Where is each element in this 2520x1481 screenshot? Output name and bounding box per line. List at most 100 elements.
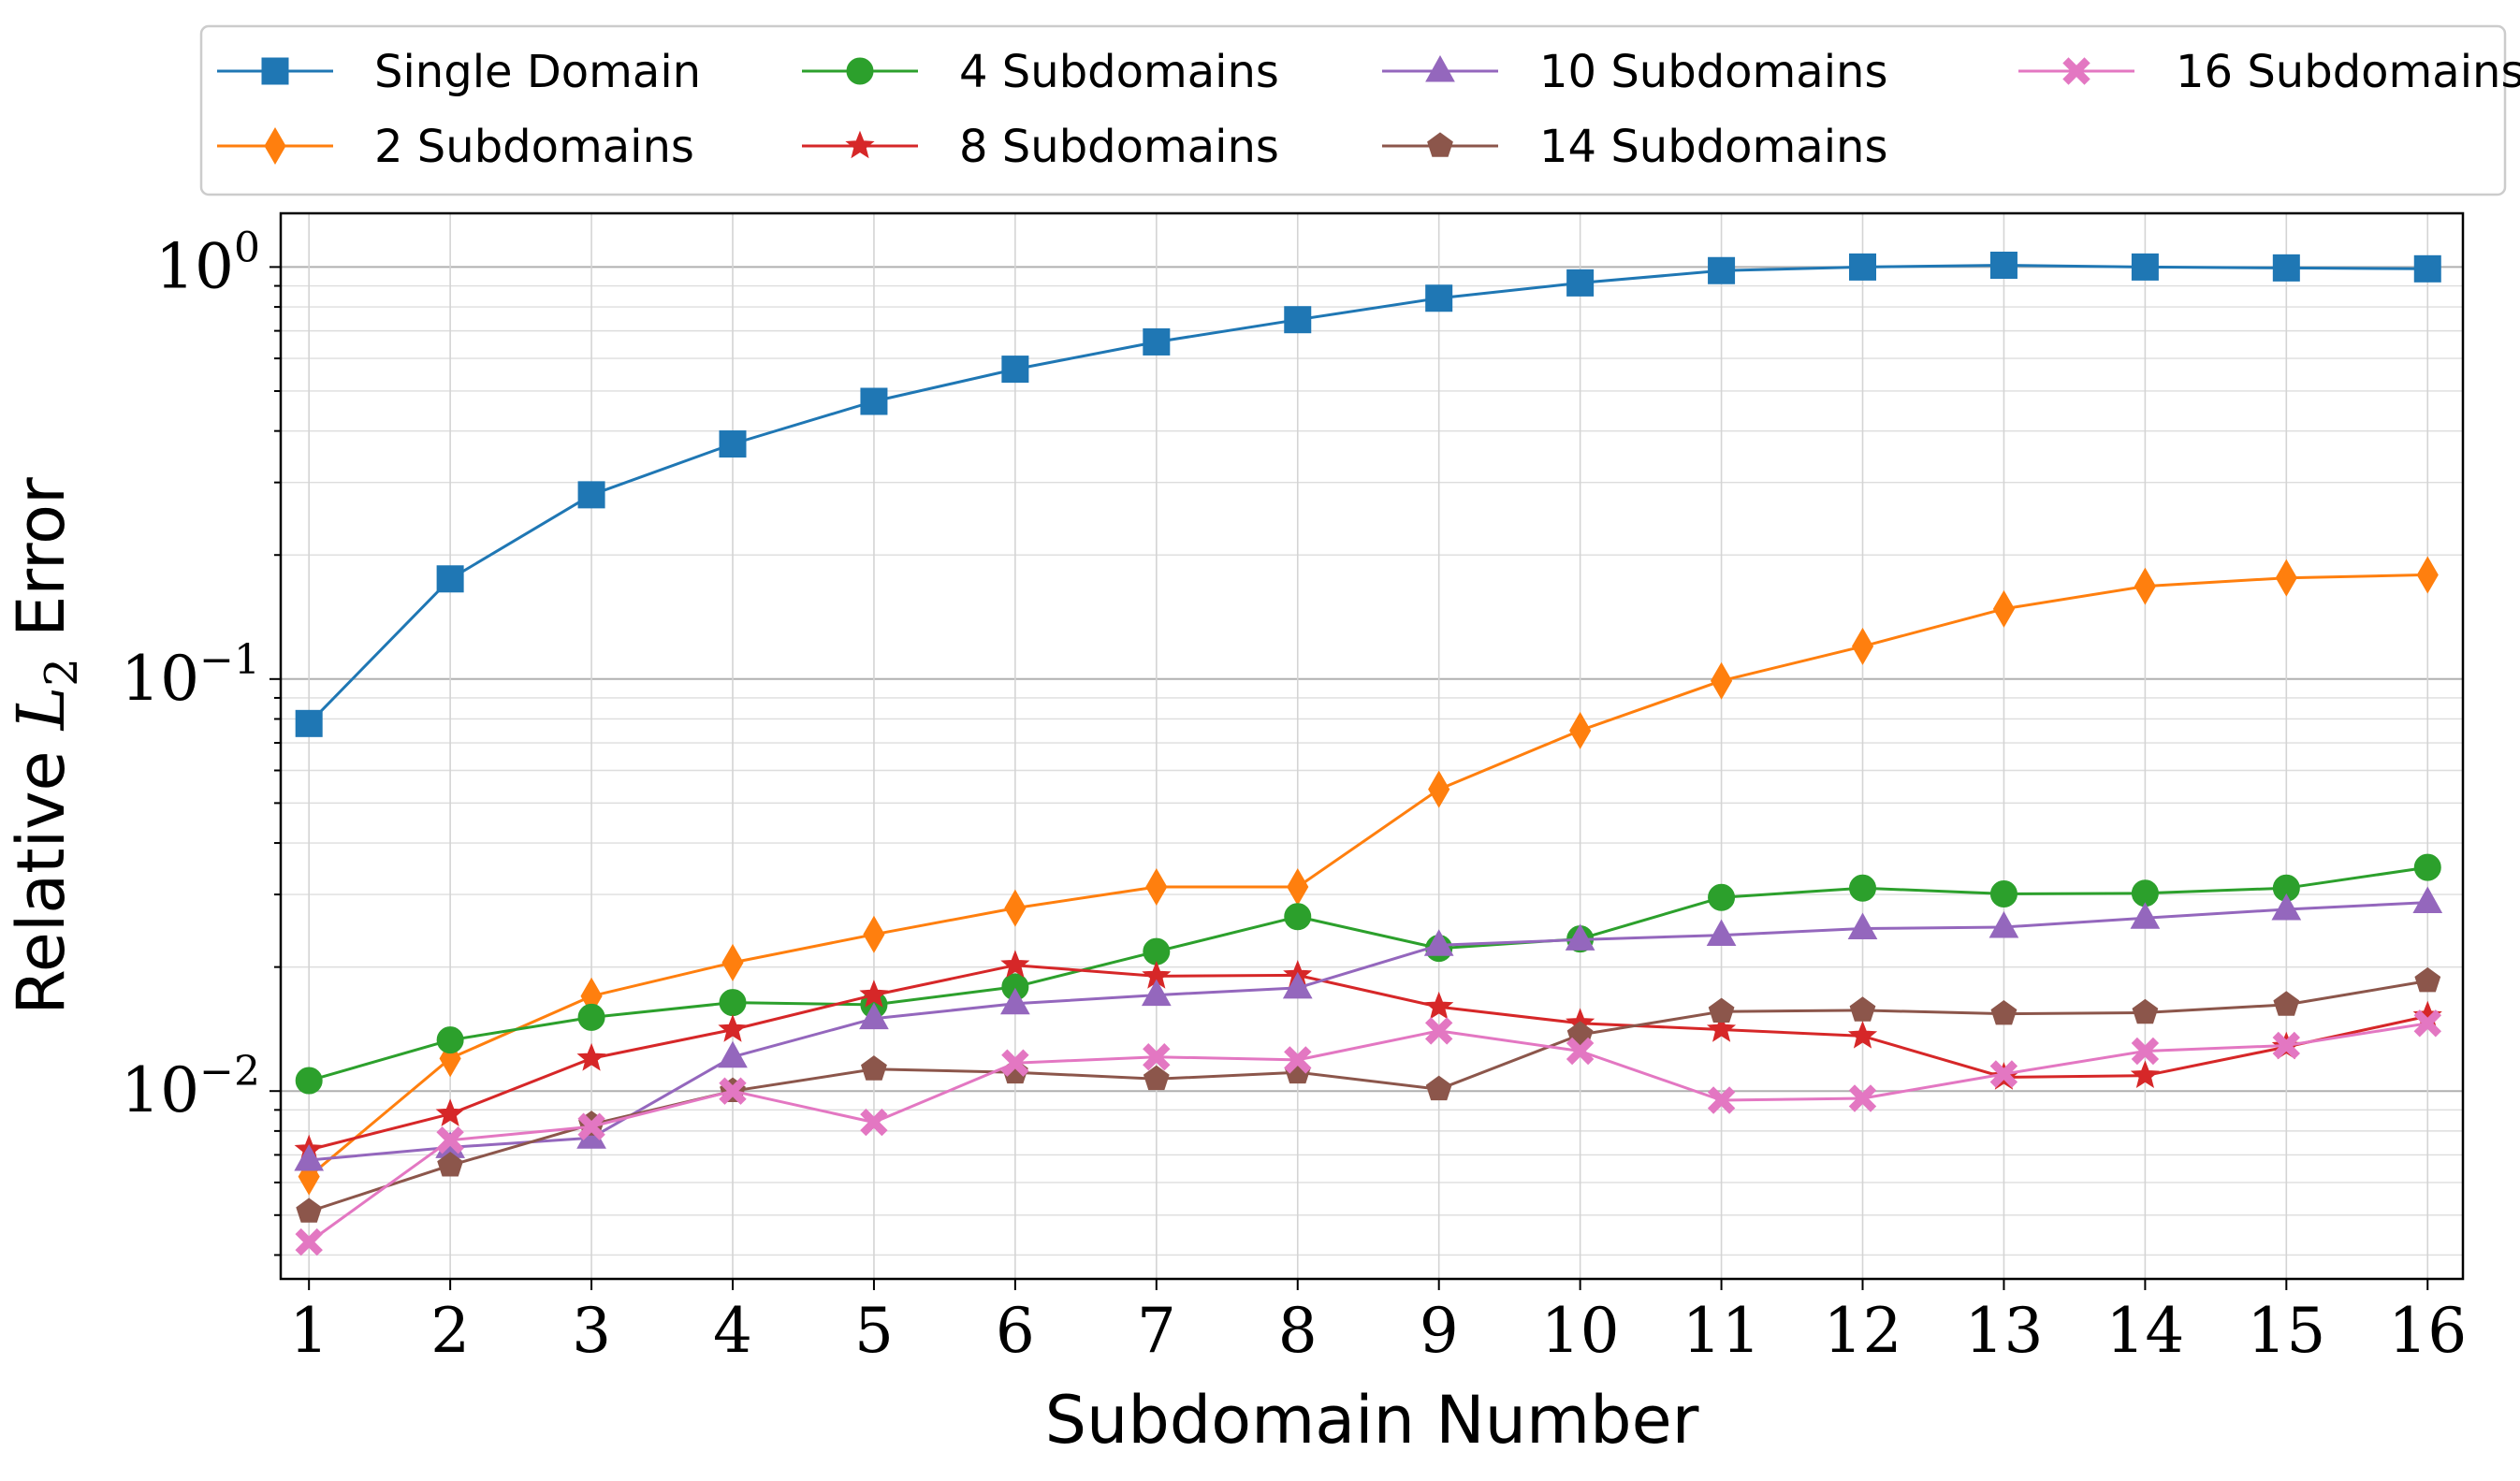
legend-marker — [261, 57, 289, 85]
data-point — [1708, 997, 1735, 1023]
legend-marker — [846, 57, 874, 85]
legend-label: 16 Subdomains — [2176, 46, 2520, 98]
x-tick-label: 16 — [2388, 1295, 2467, 1367]
data-point — [2414, 966, 2441, 993]
data-point — [860, 387, 888, 415]
x-tick-label: 10 — [1541, 1295, 1620, 1367]
data-point — [1143, 327, 1171, 356]
data-point — [2275, 559, 2297, 597]
x-tick-label: 15 — [2247, 1295, 2325, 1367]
data-point — [1708, 883, 1736, 911]
data-point — [1990, 999, 2017, 1025]
data-point — [1847, 912, 1878, 939]
data-point — [1424, 991, 1454, 1020]
series-10-subdomains — [294, 886, 2443, 1171]
series-line — [308, 573, 2428, 1178]
data-point — [1989, 1060, 2018, 1088]
series-16-subdomains — [295, 1009, 2442, 1256]
legend-marker — [1427, 132, 1453, 157]
data-point — [577, 1003, 605, 1031]
data-point — [1847, 1021, 1878, 1049]
data-point — [1566, 269, 1595, 297]
data-point — [1706, 919, 1737, 947]
data-point — [2413, 853, 2441, 881]
data-point — [861, 1055, 887, 1081]
data-point — [719, 1077, 747, 1105]
x-tick-label: 8 — [1278, 1295, 1318, 1367]
data-point — [1423, 929, 1454, 956]
series-layer — [294, 251, 2443, 1256]
legend-entry: 14 Subdomains — [1382, 121, 1887, 173]
plot-frame — [279, 211, 2465, 1281]
data-point — [1989, 879, 2017, 907]
data-point — [294, 1143, 325, 1171]
data-point — [2272, 1031, 2301, 1060]
data-point — [2134, 567, 2156, 605]
series-line — [309, 901, 2428, 1162]
data-point — [1707, 1086, 1736, 1114]
series-single-domain — [295, 251, 2441, 737]
data-point — [859, 1002, 889, 1030]
legend-marker — [2062, 57, 2090, 85]
series-line — [308, 964, 2428, 1152]
data-point — [2131, 1037, 2160, 1066]
data-point — [1428, 770, 1450, 808]
data-point — [1849, 996, 1876, 1022]
data-point — [1143, 937, 1171, 966]
x-tick-label: 12 — [1824, 1295, 1902, 1367]
data-point — [1566, 1037, 1595, 1066]
data-point — [1710, 661, 1733, 700]
data-point — [1004, 889, 1027, 927]
series-line — [308, 865, 2428, 1082]
data-point — [1424, 1017, 1453, 1045]
data-point — [1706, 1014, 1737, 1042]
data-point — [1851, 627, 1874, 665]
data-point — [1000, 987, 1030, 1015]
y-tick-label: 10−2 — [121, 1048, 260, 1126]
data-point — [718, 1014, 748, 1042]
x-tick-label: 11 — [1682, 1295, 1761, 1367]
legend-marker — [845, 130, 875, 159]
series-line — [308, 1022, 2428, 1243]
minor-grid — [281, 284, 2463, 1256]
data-point — [436, 1125, 464, 1154]
legend-label: Single Domain — [374, 46, 701, 98]
data-point — [2130, 902, 2161, 929]
x-tick-label: 4 — [713, 1295, 752, 1367]
data-point — [1001, 1049, 1029, 1077]
y-tick-label: 10−1 — [121, 636, 260, 715]
data-point — [2131, 253, 2159, 281]
data-point — [719, 989, 747, 1017]
data-point — [863, 915, 885, 953]
legend-label: 2 Subdomains — [374, 121, 694, 173]
x-tick-labels: 1 2 3 4 5 6 7 8 9 10 11 12 13 14 15 16 — [289, 1295, 2467, 1367]
series-line — [308, 264, 2428, 725]
data-point — [1992, 589, 2016, 628]
legend-marker — [1425, 54, 1455, 82]
legend-entry: 8 Subdomains — [802, 121, 1279, 173]
data-point — [1284, 903, 1312, 931]
data-point — [437, 1152, 463, 1177]
legend-label: 4 Subdomains — [959, 46, 1279, 98]
data-point — [718, 1040, 748, 1068]
legend-marker — [264, 127, 286, 165]
data-point — [1569, 711, 1592, 749]
legend-entry: 16 Subdomains — [2018, 46, 2520, 98]
data-point — [2413, 1009, 2442, 1038]
data-point — [1565, 923, 1595, 951]
data-point — [296, 1198, 323, 1223]
data-point — [2416, 556, 2439, 594]
data-point — [1284, 1046, 1312, 1074]
data-point — [1000, 950, 1030, 979]
data-point — [1849, 253, 1877, 281]
data-point — [2130, 1060, 2161, 1089]
data-point — [295, 709, 323, 737]
data-point — [719, 430, 747, 458]
y-axis-label: Relative L2 Error — [3, 477, 88, 1015]
legend-entry: 2 Subdomains — [217, 121, 694, 173]
legend: Single Domain 2 Subdomains 4 Subdomains 8 S… — [199, 24, 2520, 196]
data-point — [1284, 306, 1312, 334]
data-point — [2412, 886, 2443, 914]
x-tick-label: 7 — [1137, 1295, 1176, 1367]
data-point — [576, 1042, 606, 1071]
